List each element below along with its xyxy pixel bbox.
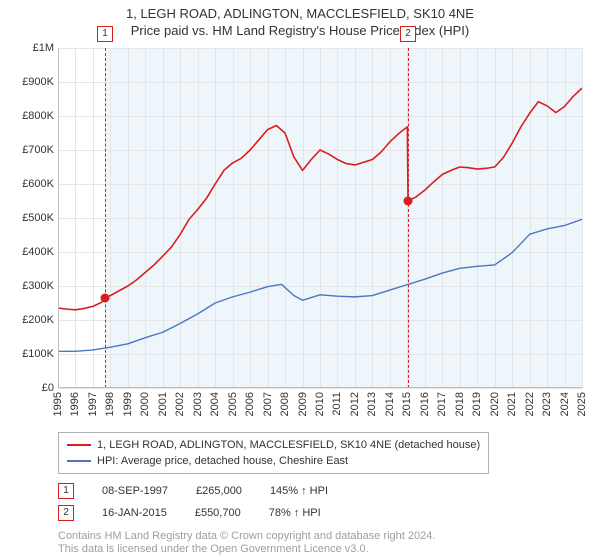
x-tick-label: 2007: [262, 392, 274, 416]
x-tick-label: 2009: [297, 392, 309, 416]
x-tick-label: 1995: [52, 392, 64, 416]
x-tick-label: 2014: [384, 392, 396, 416]
chart-title-line1: 1, LEGH ROAD, ADLINGTON, MACCLESFIELD, S…: [0, 0, 600, 21]
sale-row-date: 08-SEP-1997: [102, 480, 168, 502]
y-tick-label: £1M: [33, 42, 54, 54]
chart-plot-area: £0£100K£200K£300K£400K£500K£600K£700K£80…: [58, 48, 582, 388]
sale-row-delta: 145% ↑ HPI: [270, 480, 328, 502]
sale-row: 2 16-JAN-2015 £550,700 78% ↑ HPI: [58, 502, 328, 524]
legend-item: 1, LEGH ROAD, ADLINGTON, MACCLESFIELD, S…: [67, 437, 480, 453]
x-tick-label: 2021: [506, 392, 518, 416]
y-axis-line: [58, 48, 59, 388]
y-tick-label: £600K: [22, 178, 54, 190]
x-tick-label: 2017: [436, 392, 448, 416]
sale-row-delta: 78% ↑ HPI: [269, 502, 321, 524]
x-tick-label: 2022: [524, 392, 536, 416]
sale-marker-badge: 1: [97, 26, 113, 42]
x-tick-label: 2003: [192, 392, 204, 416]
x-tick-label: 1996: [69, 392, 81, 416]
x-tick-label: 2005: [227, 392, 239, 416]
sale-row-badge: 2: [58, 505, 74, 521]
y-tick-label: £800K: [22, 110, 54, 122]
x-tick-label: 2001: [157, 392, 169, 416]
x-tick-label: 1997: [87, 392, 99, 416]
legend-swatch: [67, 460, 91, 462]
gridline-vertical: [582, 48, 583, 388]
y-tick-label: £900K: [22, 76, 54, 88]
y-tick-label: £500K: [22, 212, 54, 224]
credits-line2: This data is licensed under the Open Gov…: [58, 543, 435, 556]
legend-item: HPI: Average price, detached house, Ches…: [67, 453, 480, 469]
y-tick-label: £100K: [22, 348, 54, 360]
x-tick-label: 2008: [279, 392, 291, 416]
sale-row-badge: 1: [58, 483, 74, 499]
sale-events-table: 1 08-SEP-1997 £265,000 145% ↑ HPI 2 16-JAN-20…: [58, 480, 328, 524]
y-tick-label: £200K: [22, 314, 54, 326]
x-tick-label: 2011: [331, 392, 343, 416]
x-tick-label: 2018: [454, 392, 466, 416]
sale-marker-badge: 2: [400, 26, 416, 42]
x-tick-label: 2006: [244, 392, 256, 416]
x-tick-label: 2010: [314, 392, 326, 416]
x-tick-label: 2013: [366, 392, 378, 416]
x-tick-label: 2020: [489, 392, 501, 416]
chart-legend: 1, LEGH ROAD, ADLINGTON, MACCLESFIELD, S…: [58, 432, 489, 474]
x-tick-label: 2004: [209, 392, 221, 416]
chart-credits: Contains HM Land Registry data © Crown c…: [58, 530, 435, 556]
x-tick-label: 2000: [139, 392, 151, 416]
gridline-horizontal: [58, 388, 582, 389]
legend-swatch: [67, 444, 91, 446]
series-price_paid: [58, 88, 582, 310]
x-tick-label: 1998: [104, 392, 116, 416]
sale-row-price: £550,700: [195, 502, 241, 524]
x-tick-label: 2023: [541, 392, 553, 416]
x-tick-label: 2002: [174, 392, 186, 416]
chart-title-line2: Price paid vs. HM Land Registry's House …: [0, 21, 600, 38]
x-axis-line: [58, 387, 582, 388]
chart-series-svg: [58, 48, 582, 388]
x-tick-label: 2016: [419, 392, 431, 416]
x-tick-label: 2015: [401, 392, 413, 416]
sale-row: 1 08-SEP-1997 £265,000 145% ↑ HPI: [58, 480, 328, 502]
y-tick-label: £300K: [22, 280, 54, 292]
credits-line1: Contains HM Land Registry data © Crown c…: [58, 530, 435, 543]
series-hpi: [58, 219, 582, 351]
x-tick-label: 2024: [559, 392, 571, 416]
y-tick-label: £700K: [22, 144, 54, 156]
legend-label: 1, LEGH ROAD, ADLINGTON, MACCLESFIELD, S…: [97, 437, 480, 453]
x-tick-label: 2012: [349, 392, 361, 416]
x-tick-label: 1999: [122, 392, 134, 416]
y-tick-label: £400K: [22, 246, 54, 258]
legend-label: HPI: Average price, detached house, Ches…: [97, 453, 348, 469]
sale-row-date: 16-JAN-2015: [102, 502, 167, 524]
x-tick-label: 2019: [471, 392, 483, 416]
sale-row-price: £265,000: [196, 480, 242, 502]
x-tick-label: 2025: [576, 392, 588, 416]
